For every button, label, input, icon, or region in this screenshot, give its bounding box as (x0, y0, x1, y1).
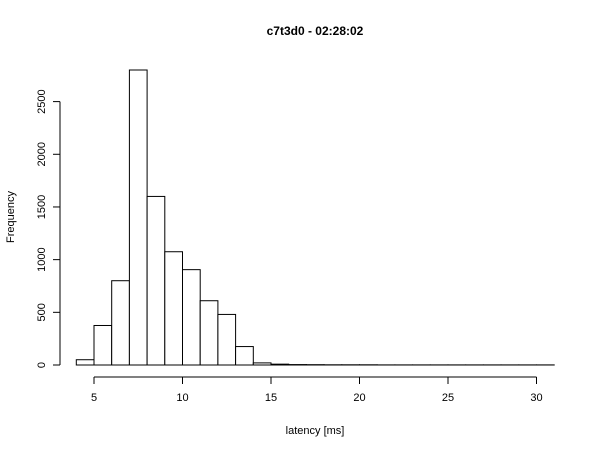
chart-title: c7t3d0 - 02:28:02 (267, 24, 364, 38)
x-axis: 5 10 15 20 25 30 (91, 376, 543, 404)
histogram-bar (270, 363, 290, 366)
y-axis: 0 500 1000 1500 2000 2500 (36, 89, 61, 368)
histogram-bar (146, 195, 166, 366)
y-tick-label: 500 (36, 303, 48, 321)
histogram-bar (128, 69, 148, 366)
histogram-bar (199, 300, 219, 366)
y-tick-label: 1000 (36, 247, 48, 271)
histogram-bar (75, 359, 95, 366)
histogram-bar (182, 269, 201, 366)
x-tick-label: 30 (530, 392, 542, 404)
x-axis-label: latency [ms] (286, 425, 345, 437)
histogram-bar (252, 362, 272, 366)
histogram-bar (235, 346, 254, 366)
x-tick-label: 5 (91, 392, 97, 404)
histogram-bar (164, 251, 184, 366)
y-tick-label: 2500 (36, 89, 48, 113)
y-tick-label: 1500 (36, 195, 48, 219)
bars-group (75, 69, 555, 366)
x-tick-label: 25 (442, 392, 454, 404)
y-tick-label: 0 (36, 362, 48, 368)
histogram-bar (93, 324, 113, 366)
histogram-bar (217, 313, 237, 366)
x-tick-label: 10 (176, 392, 188, 404)
y-axis-label: Frequency (5, 191, 17, 243)
x-tick-label: 20 (353, 392, 365, 404)
y-tick-label: 2000 (36, 142, 48, 166)
x-tick-label: 15 (265, 392, 277, 404)
histogram-bar (111, 280, 130, 366)
